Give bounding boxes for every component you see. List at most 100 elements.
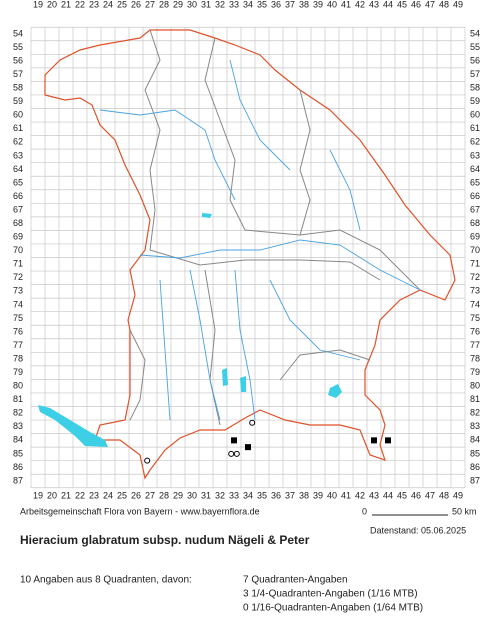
row-label: 73: [470, 286, 480, 296]
river: [229, 59, 291, 171]
column-label: 19: [33, 490, 43, 500]
column-label: 30: [187, 0, 197, 9]
column-label: 25: [117, 0, 127, 9]
column-label: 48: [439, 0, 449, 9]
row-label: 56: [470, 55, 480, 65]
record-square: [385, 437, 391, 444]
column-label: 49: [453, 0, 463, 9]
column-label: 28: [159, 0, 169, 9]
column-label: 45: [397, 490, 407, 500]
row-label: 86: [470, 462, 480, 472]
row-label: 87: [470, 475, 480, 485]
row-label: 81: [13, 394, 23, 404]
row-label: 87: [13, 475, 23, 485]
column-label: 33: [229, 0, 239, 9]
column-label: 21: [61, 490, 71, 500]
row-label: 56: [13, 55, 23, 65]
column-label: 46: [411, 490, 421, 500]
record-circle: [228, 450, 235, 457]
row-label: 78: [13, 353, 23, 363]
stat-line: 0 1/16-Quadranten-Angaben (1/64 MTB): [243, 603, 423, 614]
row-label: 82: [470, 408, 480, 418]
column-label: 23: [89, 490, 99, 500]
row-label: 67: [13, 204, 23, 214]
district-border: [299, 89, 311, 236]
column-label: 22: [75, 0, 85, 9]
district-border: [144, 29, 161, 251]
column-label: 31: [201, 490, 211, 500]
row-label: 61: [470, 123, 480, 133]
column-label: 42: [355, 0, 365, 9]
column-label: 34: [243, 0, 253, 9]
column-label: 29: [173, 490, 183, 500]
row-label: 68: [13, 218, 23, 228]
row-label: 79: [470, 367, 480, 377]
record-circle: [144, 457, 151, 464]
row-label: 59: [13, 96, 23, 106]
row-label: 71: [13, 259, 23, 269]
column-label: 35: [257, 490, 267, 500]
column-label: 43: [369, 0, 379, 9]
column-label: 27: [145, 0, 155, 9]
row-label: 63: [13, 150, 23, 160]
lake: [38, 405, 108, 447]
column-label: 21: [61, 0, 71, 9]
grid-labels: 19 19 20 20 21 21 22 22 23 23 24 24 25 25 26 26 27 27 28 28…: [13, 0, 480, 500]
column-label: 34: [243, 490, 253, 500]
row-label: 57: [13, 69, 23, 79]
scale-start: 0: [362, 506, 367, 516]
row-label: 84: [13, 435, 23, 445]
row-label: 78: [470, 353, 480, 363]
column-label: 42: [355, 490, 365, 500]
row-label: 83: [13, 421, 23, 431]
row-label: 55: [13, 42, 23, 52]
row-label: 66: [470, 191, 480, 201]
column-label: 44: [383, 490, 393, 500]
row-label: 68: [470, 218, 480, 228]
row-label: 54: [470, 28, 480, 38]
column-label: 32: [215, 0, 225, 9]
column-label: 47: [425, 490, 435, 500]
column-label: 46: [411, 0, 421, 9]
row-label: 74: [13, 299, 23, 309]
row-label: 61: [13, 123, 23, 133]
column-label: 37: [285, 490, 295, 500]
row-label: 71: [470, 259, 480, 269]
row-label: 82: [13, 408, 23, 418]
column-label: 45: [397, 0, 407, 9]
scale-end: 50 km: [452, 506, 477, 516]
row-label: 85: [470, 448, 480, 458]
column-label: 31: [201, 0, 211, 9]
row-label: 83: [470, 421, 480, 431]
row-label: 60: [470, 110, 480, 120]
row-label: 77: [13, 340, 23, 350]
river: [99, 109, 236, 201]
summary: 10 Angaben aus 8 Quadranten, davon:: [20, 575, 192, 586]
district-border: [279, 349, 371, 381]
district-border: [204, 269, 221, 426]
river: [139, 239, 421, 291]
column-label: 23: [89, 0, 99, 9]
column-label: 38: [299, 0, 309, 9]
column-label: 36: [271, 0, 281, 9]
record-circle: [233, 450, 240, 457]
row-label: 57: [470, 69, 480, 79]
row-label: 80: [470, 381, 480, 391]
column-label: 41: [341, 490, 351, 500]
column-label: 19: [33, 0, 43, 9]
column-label: 28: [159, 490, 169, 500]
row-label: 75: [470, 313, 480, 323]
row-label: 59: [470, 96, 480, 106]
column-label: 20: [47, 0, 57, 9]
records: [144, 419, 391, 464]
district-border: [129, 329, 146, 421]
lake: [202, 213, 212, 218]
row-label: 76: [470, 326, 480, 336]
column-label: 35: [257, 0, 267, 9]
river: [269, 279, 361, 361]
column-label: 41: [341, 0, 351, 9]
column-label: 24: [103, 0, 113, 9]
row-label: 64: [13, 164, 23, 174]
column-label: 33: [229, 490, 239, 500]
